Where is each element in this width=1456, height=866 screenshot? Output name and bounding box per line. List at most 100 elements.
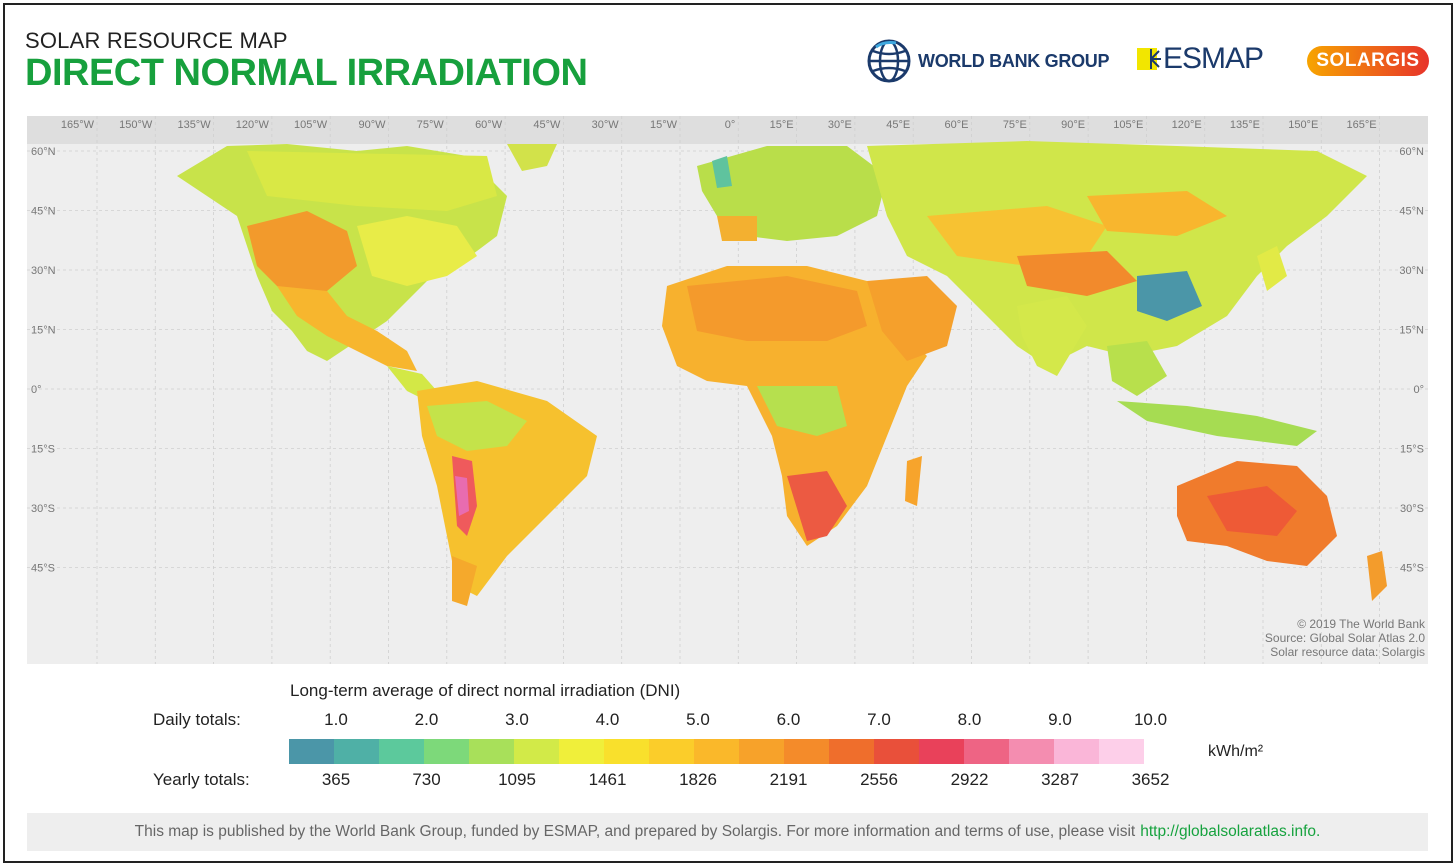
lat-label: 15°N: [31, 325, 56, 337]
new-zealand: [1367, 551, 1387, 601]
lat-label: 30°S: [1400, 503, 1424, 515]
color-swatch: [1054, 739, 1099, 764]
lon-label: 165°E: [1347, 119, 1377, 131]
legend-tick: 2.0: [414, 710, 439, 729]
lon-label: 75°W: [417, 119, 445, 131]
madagascar: [905, 456, 922, 506]
lat-label: 15°N: [1399, 325, 1424, 337]
legend-tick: 4.0: [595, 710, 620, 729]
color-swatch: [289, 739, 334, 764]
indonesia: [1117, 401, 1317, 446]
japan: [1257, 246, 1287, 291]
lon-label: 120°W: [236, 119, 270, 131]
legend-tick: 2191: [769, 770, 808, 789]
solargis-logo: SOLARGIS: [1307, 46, 1429, 76]
lat-label: 30°N: [31, 265, 56, 277]
lon-label: 0°: [725, 119, 736, 131]
lat-labels-right: 60°N 45°N 30°N 15°N 0° 15°S 30°S 45°S: [1399, 146, 1424, 575]
color-scale-bar: [289, 739, 1144, 764]
lon-label: 15°W: [650, 119, 678, 131]
legend-tick: 5.0: [686, 710, 710, 729]
lon-label: 45°E: [886, 119, 910, 131]
central-africa: [757, 386, 847, 436]
color-swatch: [604, 739, 649, 764]
british-isles: [712, 156, 732, 188]
tibet: [1017, 251, 1137, 296]
lat-label: 45°S: [1400, 563, 1424, 575]
central-asia: [927, 206, 1107, 266]
page-title: DIRECT NORMAL IRRADIATION: [25, 52, 588, 94]
arabia: [867, 276, 957, 361]
india: [1017, 296, 1087, 376]
mexico: [277, 286, 417, 371]
us-southwest: [247, 211, 357, 306]
esmap-logo: ESMAP: [1137, 42, 1264, 76]
lon-label: 105°W: [294, 119, 328, 131]
legend-tick: 7.0: [867, 710, 891, 729]
esmap-label: ESMAP: [1163, 42, 1264, 75]
iberia: [717, 216, 757, 241]
legend-tick: 1095: [498, 770, 536, 789]
color-swatch: [874, 739, 919, 764]
sahara: [687, 276, 867, 341]
color-swatch: [469, 739, 514, 764]
lon-label: 15°E: [770, 119, 794, 131]
lon-label: 75°E: [1003, 119, 1027, 131]
color-swatch: [1009, 739, 1054, 764]
legend-tick: 3287: [1041, 770, 1079, 789]
lon-label: 30°W: [592, 119, 620, 131]
color-swatch: [784, 739, 829, 764]
legend-tick: 365: [321, 770, 351, 789]
atacama: [455, 476, 469, 516]
credit-line: Solar resource data: Solargis: [1270, 645, 1425, 659]
color-swatch: [559, 739, 604, 764]
color-swatch: [334, 739, 379, 764]
credit-line: © 2019 The World Bank: [1297, 617, 1425, 631]
lon-label: 30°E: [828, 119, 852, 131]
legend-tick: 1826: [679, 770, 717, 789]
color-swatch: [694, 739, 739, 764]
lon-label: 90°W: [358, 119, 386, 131]
color-swatch: [829, 739, 874, 764]
lat-label: 0°: [31, 384, 42, 396]
lon-label: 105°E: [1113, 119, 1143, 131]
footer-text: This map is published by the World Bank …: [134, 823, 1136, 840]
page-subtitle: SOLAR RESOURCE MAP: [25, 28, 288, 53]
atlas-link[interactable]: http://globalsolaratlas.info.: [1140, 823, 1321, 840]
color-swatch: [1099, 739, 1144, 764]
sun-icon: [1137, 48, 1161, 70]
lat-label: 45°N: [1399, 206, 1424, 218]
lon-label: 135°W: [177, 119, 211, 131]
lon-label: 150°W: [119, 119, 153, 131]
credit-line: Source: Global Solar Atlas 2.0: [1264, 631, 1425, 645]
legend-tick: 3.0: [505, 710, 529, 729]
legend-tick: 6.0: [776, 710, 801, 729]
lon-labels: 165°W 150°W 135°W 120°W 105°W 90°W 75°W 60°W 45°…: [61, 119, 1377, 131]
yearly-totals-label: Yearly totals:: [153, 770, 250, 789]
legend-tick: 1.0: [324, 710, 348, 729]
us-east: [357, 216, 477, 286]
footer-note: This map is published by the World Bank …: [27, 813, 1428, 851]
legend-tick: 10.0: [1133, 710, 1168, 729]
legend-tick: 3652: [1131, 770, 1170, 789]
lon-label: 120°E: [1172, 119, 1202, 131]
color-swatch: [379, 739, 424, 764]
color-swatch: [964, 739, 1009, 764]
se-asia: [1107, 341, 1167, 396]
color-swatch: [424, 739, 469, 764]
amazon: [427, 401, 527, 451]
lon-label: 60°E: [945, 119, 969, 131]
asia: [867, 141, 1367, 366]
unit-label: kWh/m²: [1208, 743, 1264, 760]
lon-label: 45°W: [533, 119, 561, 131]
lon-label: 135°E: [1230, 119, 1260, 131]
color-swatch: [739, 739, 784, 764]
color-swatch: [514, 739, 559, 764]
daily-totals-label: Daily totals:: [153, 710, 241, 729]
canada: [247, 151, 497, 211]
lat-label: 30°S: [31, 503, 55, 515]
globe-icon: [867, 39, 911, 83]
greenland: [507, 144, 557, 171]
color-swatch: [649, 739, 694, 764]
polar-band: [27, 116, 1428, 144]
